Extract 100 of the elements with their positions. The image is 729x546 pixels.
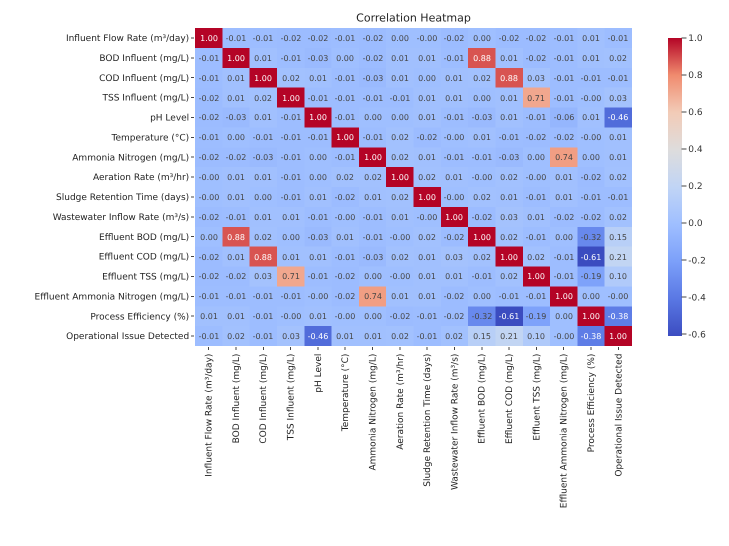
data-label: 0.00 [582,292,600,301]
data-label: -0.01 [444,112,464,122]
data-label: 1.00 [527,272,545,281]
data-label: 0.00 [336,54,354,63]
data-label: 0.15 [609,232,627,242]
data-label: 0.01 [336,332,354,341]
data-label: -0.01 [362,232,384,242]
data-label: -0.00 [334,212,356,222]
data-label: -0.02 [444,312,464,321]
data-label: 0.02 [527,252,545,262]
chart-title: Correlation Heatmap [356,12,471,25]
data-label: -0.02 [444,34,464,43]
data-label: -0.61 [580,252,602,262]
data-label: -0.19 [526,312,546,321]
data-label: 0.01 [336,232,354,242]
data-label: 0.02 [254,232,272,242]
x-tick-label: COD Influent (mg/L) [259,354,270,444]
data-label: -0.01 [362,94,384,103]
data-label: 0.02 [418,232,436,242]
data-label: 0.01 [473,132,491,142]
data-label: 0.01 [445,172,463,182]
y-tick-label: Process Efficiency (%) [90,312,190,322]
data-label: -0.01 [252,132,274,142]
data-label: 0.01 [500,94,518,103]
data-label: -0.01 [226,292,246,301]
data-label: 0.01 [445,272,463,281]
data-label: -0.01 [498,132,520,142]
data-label: -0.01 [308,212,328,222]
data-label: -0.01 [280,172,302,182]
data-label: -0.01 [526,292,546,301]
data-label: 1.00 [555,292,573,301]
data-label: 0.10 [527,332,545,341]
data-label: 0.03 [527,74,545,83]
data-label: 0.01 [309,74,327,83]
data-label: -0.01 [280,54,302,63]
data-label: 1.00 [254,74,272,83]
data-label: -0.02 [198,212,220,222]
data-label: -0.02 [362,54,384,63]
data-label: -0.01 [334,74,356,83]
data-label: 0.01 [364,332,382,341]
data-label: 0.02 [473,252,491,262]
data-label: -0.38 [580,332,602,341]
data-label: -0.01 [362,132,384,142]
data-label: -0.01 [334,112,356,122]
data-label: 0.02 [609,212,627,222]
data-label: -0.32 [472,312,492,321]
data-label: -0.01 [334,252,356,262]
data-label: 0.00 [364,272,382,281]
data-label: -0.01 [416,312,438,321]
data-label: 0.00 [282,232,300,242]
data-label: 0.01 [309,312,327,321]
data-label: 0.01 [227,252,245,262]
y-tick-label: pH Level [150,114,190,124]
data-label: -0.01 [554,252,574,262]
data-label: -0.01 [334,152,356,162]
x-tick-label: Effluent COD (mg/L) [505,354,516,444]
data-label: -0.01 [198,132,220,142]
data-label: -0.00 [308,292,328,301]
color-bar-label: 0.8 [688,71,703,82]
data-label: -0.02 [416,132,438,142]
data-label: 1.00 [200,34,218,43]
data-label: 0.01 [391,212,409,222]
data-label: -0.03 [498,152,520,162]
color-bar-label: 0.4 [688,145,703,156]
data-label: 0.02 [227,332,245,341]
data-label: -0.02 [498,34,520,43]
data-label: 0.02 [473,74,491,83]
data-label: 0.01 [254,212,272,222]
data-label: -0.03 [252,152,274,162]
data-label: -0.01 [252,332,274,341]
data-label: -0.19 [580,272,602,281]
data-label: 0.00 [582,152,600,162]
data-label: 0.02 [391,252,409,262]
data-label: -0.01 [526,192,546,202]
data-label: 0.02 [609,172,627,182]
data-label: -0.01 [554,74,574,83]
data-label: 0.01 [309,192,327,202]
data-label: 0.01 [254,172,272,182]
data-label: 1.00 [500,252,518,262]
x-tick-label: Temperature (°C) [341,354,352,432]
data-label: 0.03 [500,212,518,222]
data-label: -0.01 [444,54,464,63]
data-label: 0.01 [609,152,627,162]
data-label: -0.01 [280,192,302,202]
data-label: -0.00 [554,332,574,341]
data-label: -0.01 [362,212,384,222]
data-label: -0.01 [308,94,328,103]
data-label: -0.02 [280,34,302,43]
y-tick-label: Effluent BOD (mg/L) [99,232,190,243]
data-label: 0.03 [445,252,463,262]
data-label: 0.02 [336,172,354,182]
data-label: 1.00 [473,232,491,242]
data-label: -0.02 [198,94,220,103]
y-tick-label: Wastewater Inflow Rate (m³/s) [52,212,190,223]
x-tick-label: Effluent TSS (mg/L) [532,354,542,441]
data-label: 1.00 [227,54,245,63]
data-label: -0.01 [554,34,574,43]
x-tick-label: Effluent Ammonia Nitrogen (mg/L) [560,354,570,508]
data-label: -0.01 [416,332,438,341]
data-label: 0.01 [582,34,600,43]
